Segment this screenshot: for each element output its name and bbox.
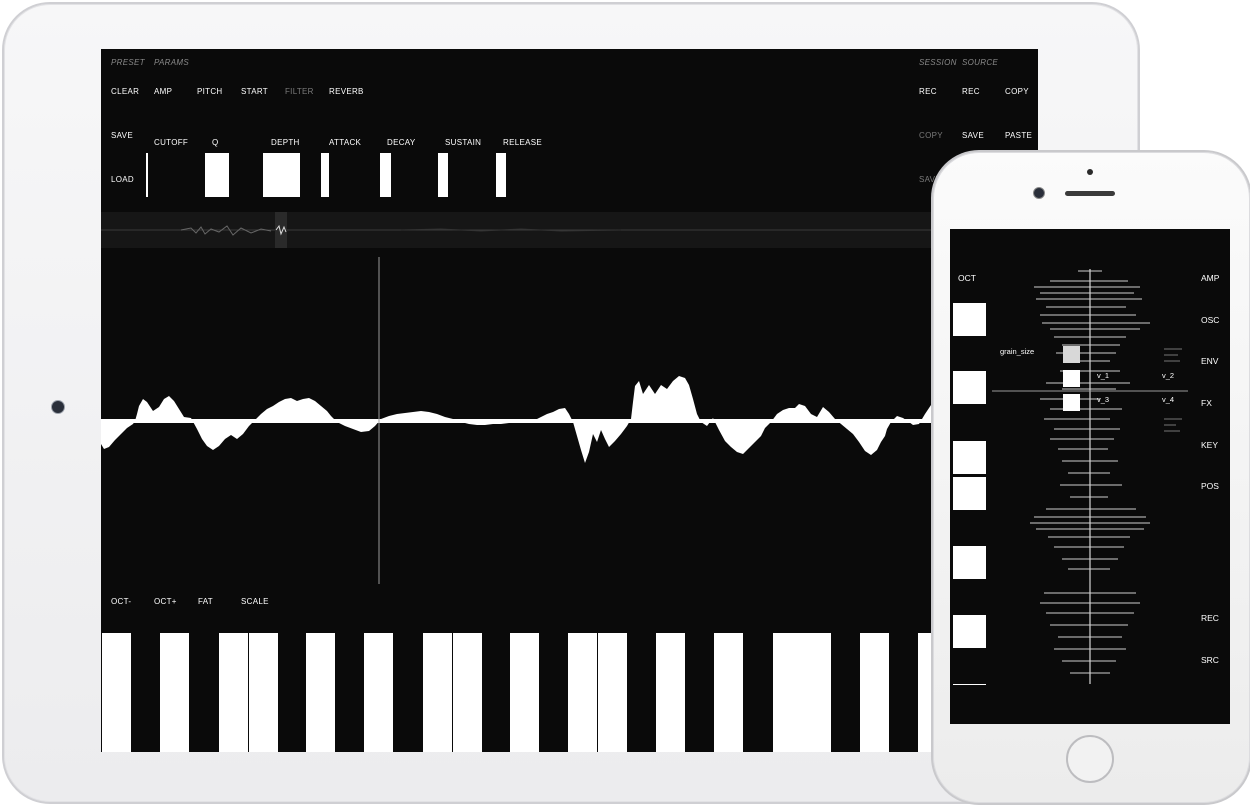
clear-button[interactable]: CLEAR — [111, 87, 140, 96]
piano-key[interactable] — [219, 633, 248, 752]
preset-header: PRESET — [111, 58, 145, 67]
phone-key[interactable] — [953, 684, 986, 685]
filter-tab[interactable]: FILTER — [285, 87, 314, 96]
piano-key[interactable] — [773, 633, 802, 752]
pitch-tab[interactable]: PITCH — [197, 87, 223, 96]
copy-button[interactable]: COPY — [1005, 87, 1029, 96]
oct-minus-button[interactable]: OCT- — [111, 597, 132, 606]
piano-key[interactable] — [423, 633, 452, 752]
piano-keyboard[interactable] — [101, 633, 1038, 752]
phone-camera — [1033, 187, 1045, 199]
piano-key[interactable] — [249, 633, 278, 752]
phone-sensor — [1087, 169, 1093, 175]
v2-label: v_2 — [1162, 371, 1175, 380]
piano-key[interactable] — [510, 633, 539, 752]
piano-key[interactable] — [568, 633, 597, 752]
source-save-button[interactable]: SAVE — [962, 131, 984, 140]
v3-label: v_3 — [1097, 395, 1110, 404]
piano-key[interactable] — [656, 633, 685, 752]
phone-key[interactable] — [953, 371, 986, 404]
piano-key[interactable] — [364, 633, 393, 752]
q-label: Q — [212, 138, 219, 147]
env-tab[interactable]: ENV — [1201, 356, 1219, 366]
source-rec-button[interactable]: REC — [962, 87, 980, 96]
sustain-label: SUSTAIN — [445, 138, 482, 147]
oct-plus-button[interactable]: OCT+ — [154, 597, 177, 606]
piano-key[interactable] — [453, 633, 482, 752]
v1-label: v_1 — [1097, 371, 1110, 380]
phone-speaker — [1065, 191, 1115, 196]
iphone-device: OCT — [931, 150, 1250, 805]
phone-key[interactable] — [953, 546, 986, 579]
grain-size-pad[interactable] — [1063, 346, 1080, 363]
v1-pad[interactable] — [1063, 370, 1080, 387]
waveform-display[interactable] — [101, 254, 1038, 586]
session-save-button[interactable]: SAVE — [919, 175, 941, 184]
params-header: PARAMS — [154, 58, 189, 67]
rec-tab[interactable]: REC — [1201, 613, 1219, 623]
ipad-camera — [51, 400, 65, 414]
source-header: SOURCE — [962, 58, 999, 67]
amp-tab[interactable]: AMP — [1201, 273, 1220, 283]
phone-key[interactable] — [953, 303, 986, 336]
release-slider[interactable] — [496, 153, 506, 197]
session-rec-button[interactable]: REC — [919, 87, 937, 96]
piano-key[interactable] — [598, 633, 627, 752]
home-button[interactable] — [1066, 735, 1114, 783]
fat-button[interactable]: FAT — [198, 597, 213, 606]
q-slider[interactable] — [205, 153, 229, 197]
sample-overview[interactable] — [101, 212, 1038, 248]
v4-label: v_4 — [1162, 395, 1175, 404]
cutoff-label: CUTOFF — [154, 138, 189, 147]
paste-button[interactable]: PASTE — [1005, 131, 1033, 140]
key-tab[interactable]: KEY — [1201, 440, 1219, 450]
phone-key[interactable] — [953, 477, 986, 510]
phone-screen: OCT — [950, 229, 1230, 724]
piano-key[interactable] — [306, 633, 335, 752]
release-label: RELEASE — [503, 138, 543, 147]
amp-tab[interactable]: AMP — [154, 87, 173, 96]
start-tab[interactable]: START — [241, 87, 268, 96]
fx-tab[interactable]: FX — [1201, 398, 1212, 408]
attack-label: ATTACK — [329, 138, 362, 147]
grain-waveform[interactable] — [950, 229, 1230, 724]
phone-key[interactable] — [953, 441, 986, 474]
save-button[interactable]: SAVE — [111, 131, 133, 140]
session-header: SESSION — [919, 58, 957, 67]
sustain-slider[interactable] — [438, 153, 448, 197]
ipad-screen: PRESET PARAMS SESSION SOURCE CLEAR AMP P… — [101, 49, 1038, 752]
piano-key[interactable] — [802, 633, 831, 752]
phone-key[interactable] — [953, 615, 986, 648]
v3-pad[interactable] — [1063, 394, 1080, 411]
depth-slider[interactable] — [263, 153, 300, 197]
attack-slider[interactable] — [321, 153, 329, 197]
decay-label: DECAY — [387, 138, 416, 147]
cutoff-slider[interactable] — [146, 153, 148, 197]
session-copy-button[interactable]: COPY — [919, 131, 943, 140]
scale-button[interactable]: SCALE — [241, 597, 269, 606]
pos-tab[interactable]: POS — [1201, 481, 1219, 491]
osc-tab[interactable]: OSC — [1201, 315, 1220, 325]
grain-size-label: grain_size — [1000, 347, 1035, 356]
depth-label: DEPTH — [271, 138, 300, 147]
oct-label[interactable]: OCT — [958, 273, 976, 283]
piano-key[interactable] — [714, 633, 743, 752]
src-tab[interactable]: SRC — [1201, 655, 1219, 665]
piano-key[interactable] — [102, 633, 131, 752]
reverb-tab[interactable]: REVERB — [329, 87, 364, 96]
piano-key[interactable] — [860, 633, 889, 752]
piano-key[interactable] — [160, 633, 189, 752]
decay-slider[interactable] — [380, 153, 391, 197]
load-button[interactable]: LOAD — [111, 175, 134, 184]
